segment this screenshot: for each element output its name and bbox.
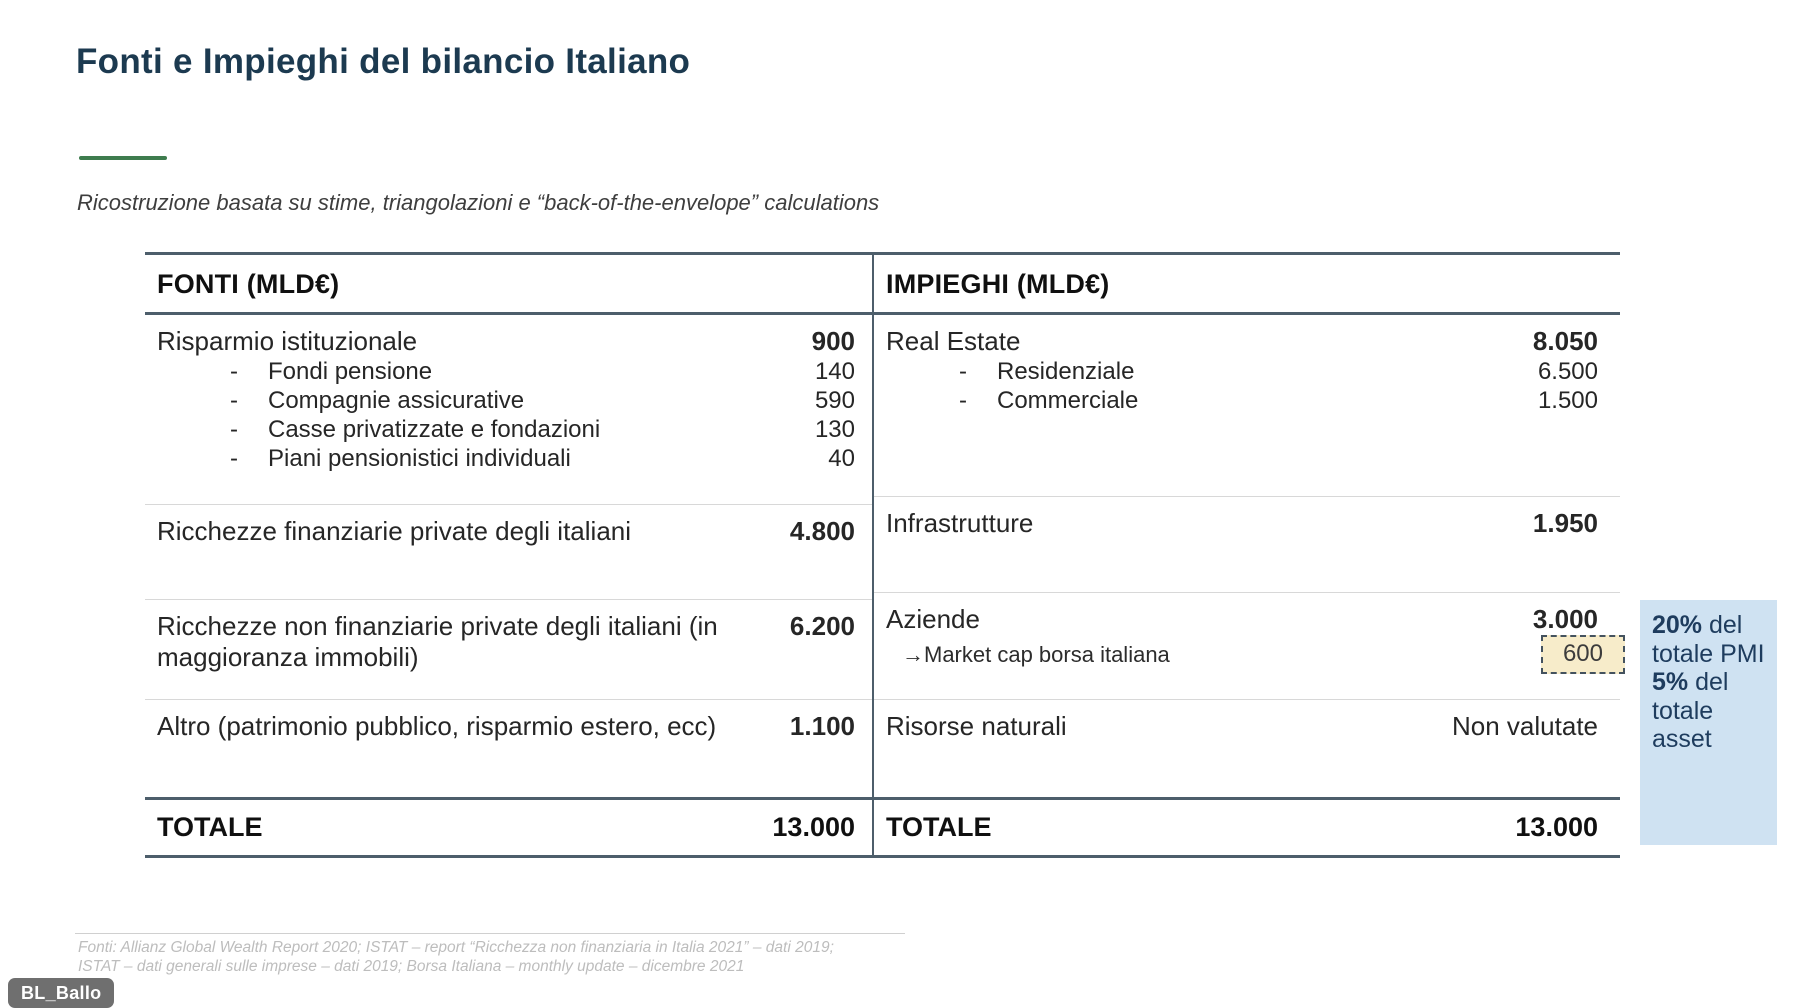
- impieghi-header: IMPIEGHI (MLD€): [874, 255, 1620, 315]
- row-label: Aziende: [886, 604, 980, 634]
- row-label: Ricchezze non finanziarie private degli …: [157, 611, 718, 672]
- sub-item: - Compagnie assicurative 590: [157, 387, 855, 415]
- fonti-column: FONTI (MLD€) Risparmio istituzionale 900…: [145, 255, 872, 858]
- row-ricchezze-non-finanziarie: Ricchezze non finanziarie private degli …: [145, 600, 872, 700]
- sub-label: Residenziale: [997, 358, 1135, 385]
- row-infrastrutture: Infrastrutture 1.950: [874, 497, 1620, 593]
- row-value: 3.000: [1532, 604, 1598, 634]
- sub-label: Casse privatizzate e fondazioni: [268, 416, 601, 443]
- impieghi-column: IMPIEGHI (MLD€) Real Estate 8.050 - Resi…: [872, 255, 1625, 858]
- total-label: TOTALE: [886, 812, 992, 842]
- callout-box: 20% del totale PMI 5% del totale asset: [1640, 600, 1777, 845]
- row-value: 6.200: [789, 611, 855, 641]
- sub-label: Piani pensionistici individuali: [268, 445, 571, 472]
- market-cap-label: →Market cap borsa italiana: [902, 641, 1170, 667]
- sub-item: - Residenziale 6.500: [886, 358, 1598, 386]
- row-value: Non valutate: [1452, 711, 1598, 741]
- row-value: 900: [811, 326, 855, 356]
- row-value: 1.100: [789, 711, 855, 741]
- market-cap-note: →Market cap borsa italiana 600: [886, 635, 1625, 674]
- callout-text: del totale asset: [1652, 668, 1729, 753]
- footer-line-2: ISTAT – dati generali sulle imprese – da…: [78, 958, 745, 975]
- row-altro: Altro (patrimonio pubblico, risparmio es…: [145, 700, 872, 800]
- row-label: Risparmio istituzionale: [157, 326, 418, 356]
- row-label: Altro (patrimonio pubblico, risparmio es…: [157, 711, 717, 741]
- callout-item: 5% del totale asset: [1652, 668, 1771, 754]
- sub-item: - Fondi pensione 140: [157, 358, 855, 386]
- sub-label: Fondi pensione: [268, 358, 433, 385]
- row-value: 8.050: [1532, 326, 1598, 356]
- footer-divider: [75, 933, 905, 934]
- sub-value: 140: [814, 358, 855, 385]
- highlighted-value-box: 600: [1540, 635, 1625, 674]
- row-ricchezze-finanziarie: Ricchezze finanziarie private degli ital…: [145, 505, 872, 600]
- row-label: Infrastrutture: [886, 508, 1034, 538]
- impieghi-total-row: TOTALE 13.000: [874, 800, 1620, 858]
- fonti-total-row: TOTALE 13.000: [145, 800, 872, 858]
- row-label: Real Estate: [886, 326, 1021, 356]
- dash-bullet: -: [230, 416, 238, 443]
- sub-label: Compagnie assicurative: [268, 387, 525, 414]
- dash-bullet: -: [230, 358, 238, 385]
- dash-bullet: -: [959, 387, 967, 414]
- sub-item: - Piani pensionistici individuali 40: [157, 445, 855, 473]
- sub-value: 6.500: [1537, 358, 1598, 385]
- fonti-header: FONTI (MLD€): [145, 255, 872, 315]
- balance-table: FONTI (MLD€) Risparmio istituzionale 900…: [145, 252, 1625, 858]
- row-label: Risorse naturali: [886, 711, 1067, 741]
- row-real-estate: Real Estate 8.050 - Residenziale 6.500 -…: [874, 315, 1620, 497]
- sub-value: 130: [814, 416, 855, 443]
- sub-value: 1.500: [1537, 387, 1598, 414]
- callout-percent: 20%: [1652, 611, 1703, 639]
- row-risparmio-istituzionale: Risparmio istituzionale 900 - Fondi pens…: [145, 315, 872, 505]
- callout-text: del totale PMI: [1652, 611, 1765, 668]
- dash-bullet: -: [230, 445, 238, 472]
- row-value: 1.950: [1532, 508, 1598, 538]
- dash-bullet: -: [230, 387, 238, 414]
- page-title: Fonti e Impieghi del bilancio Italiano: [76, 42, 691, 81]
- subtitle: Ricostruzione basata su stime, triangola…: [77, 190, 880, 215]
- speaker-name-badge: BL_Ballo: [8, 978, 115, 1008]
- accent-line: [79, 156, 167, 160]
- total-value: 13.000: [1515, 812, 1598, 842]
- sub-item: - Casse privatizzate e fondazioni 130: [157, 416, 855, 444]
- sub-value: 590: [814, 387, 855, 414]
- row-value: 4.800: [789, 516, 855, 546]
- sub-label: Commerciale: [997, 387, 1139, 414]
- footer-line-1: Fonti: Allianz Global Wealth Report 2020…: [78, 939, 834, 956]
- total-label: TOTALE: [157, 812, 263, 842]
- footer-sources: Fonti: Allianz Global Wealth Report 2020…: [78, 938, 834, 976]
- row-label: Ricchezze finanziarie private degli ital…: [157, 516, 632, 546]
- callout-percent: 5%: [1652, 668, 1689, 696]
- sub-value: 40: [828, 445, 855, 472]
- total-value: 13.000: [772, 812, 855, 842]
- dash-bullet: -: [959, 358, 967, 385]
- row-aziende: Aziende 3.000 →Market cap borsa italiana…: [874, 593, 1625, 700]
- callout-item: 20% del totale PMI: [1652, 611, 1771, 668]
- sub-item: - Commerciale 1.500: [886, 387, 1598, 415]
- row-risorse-naturali: Risorse naturali Non valutate: [874, 700, 1620, 800]
